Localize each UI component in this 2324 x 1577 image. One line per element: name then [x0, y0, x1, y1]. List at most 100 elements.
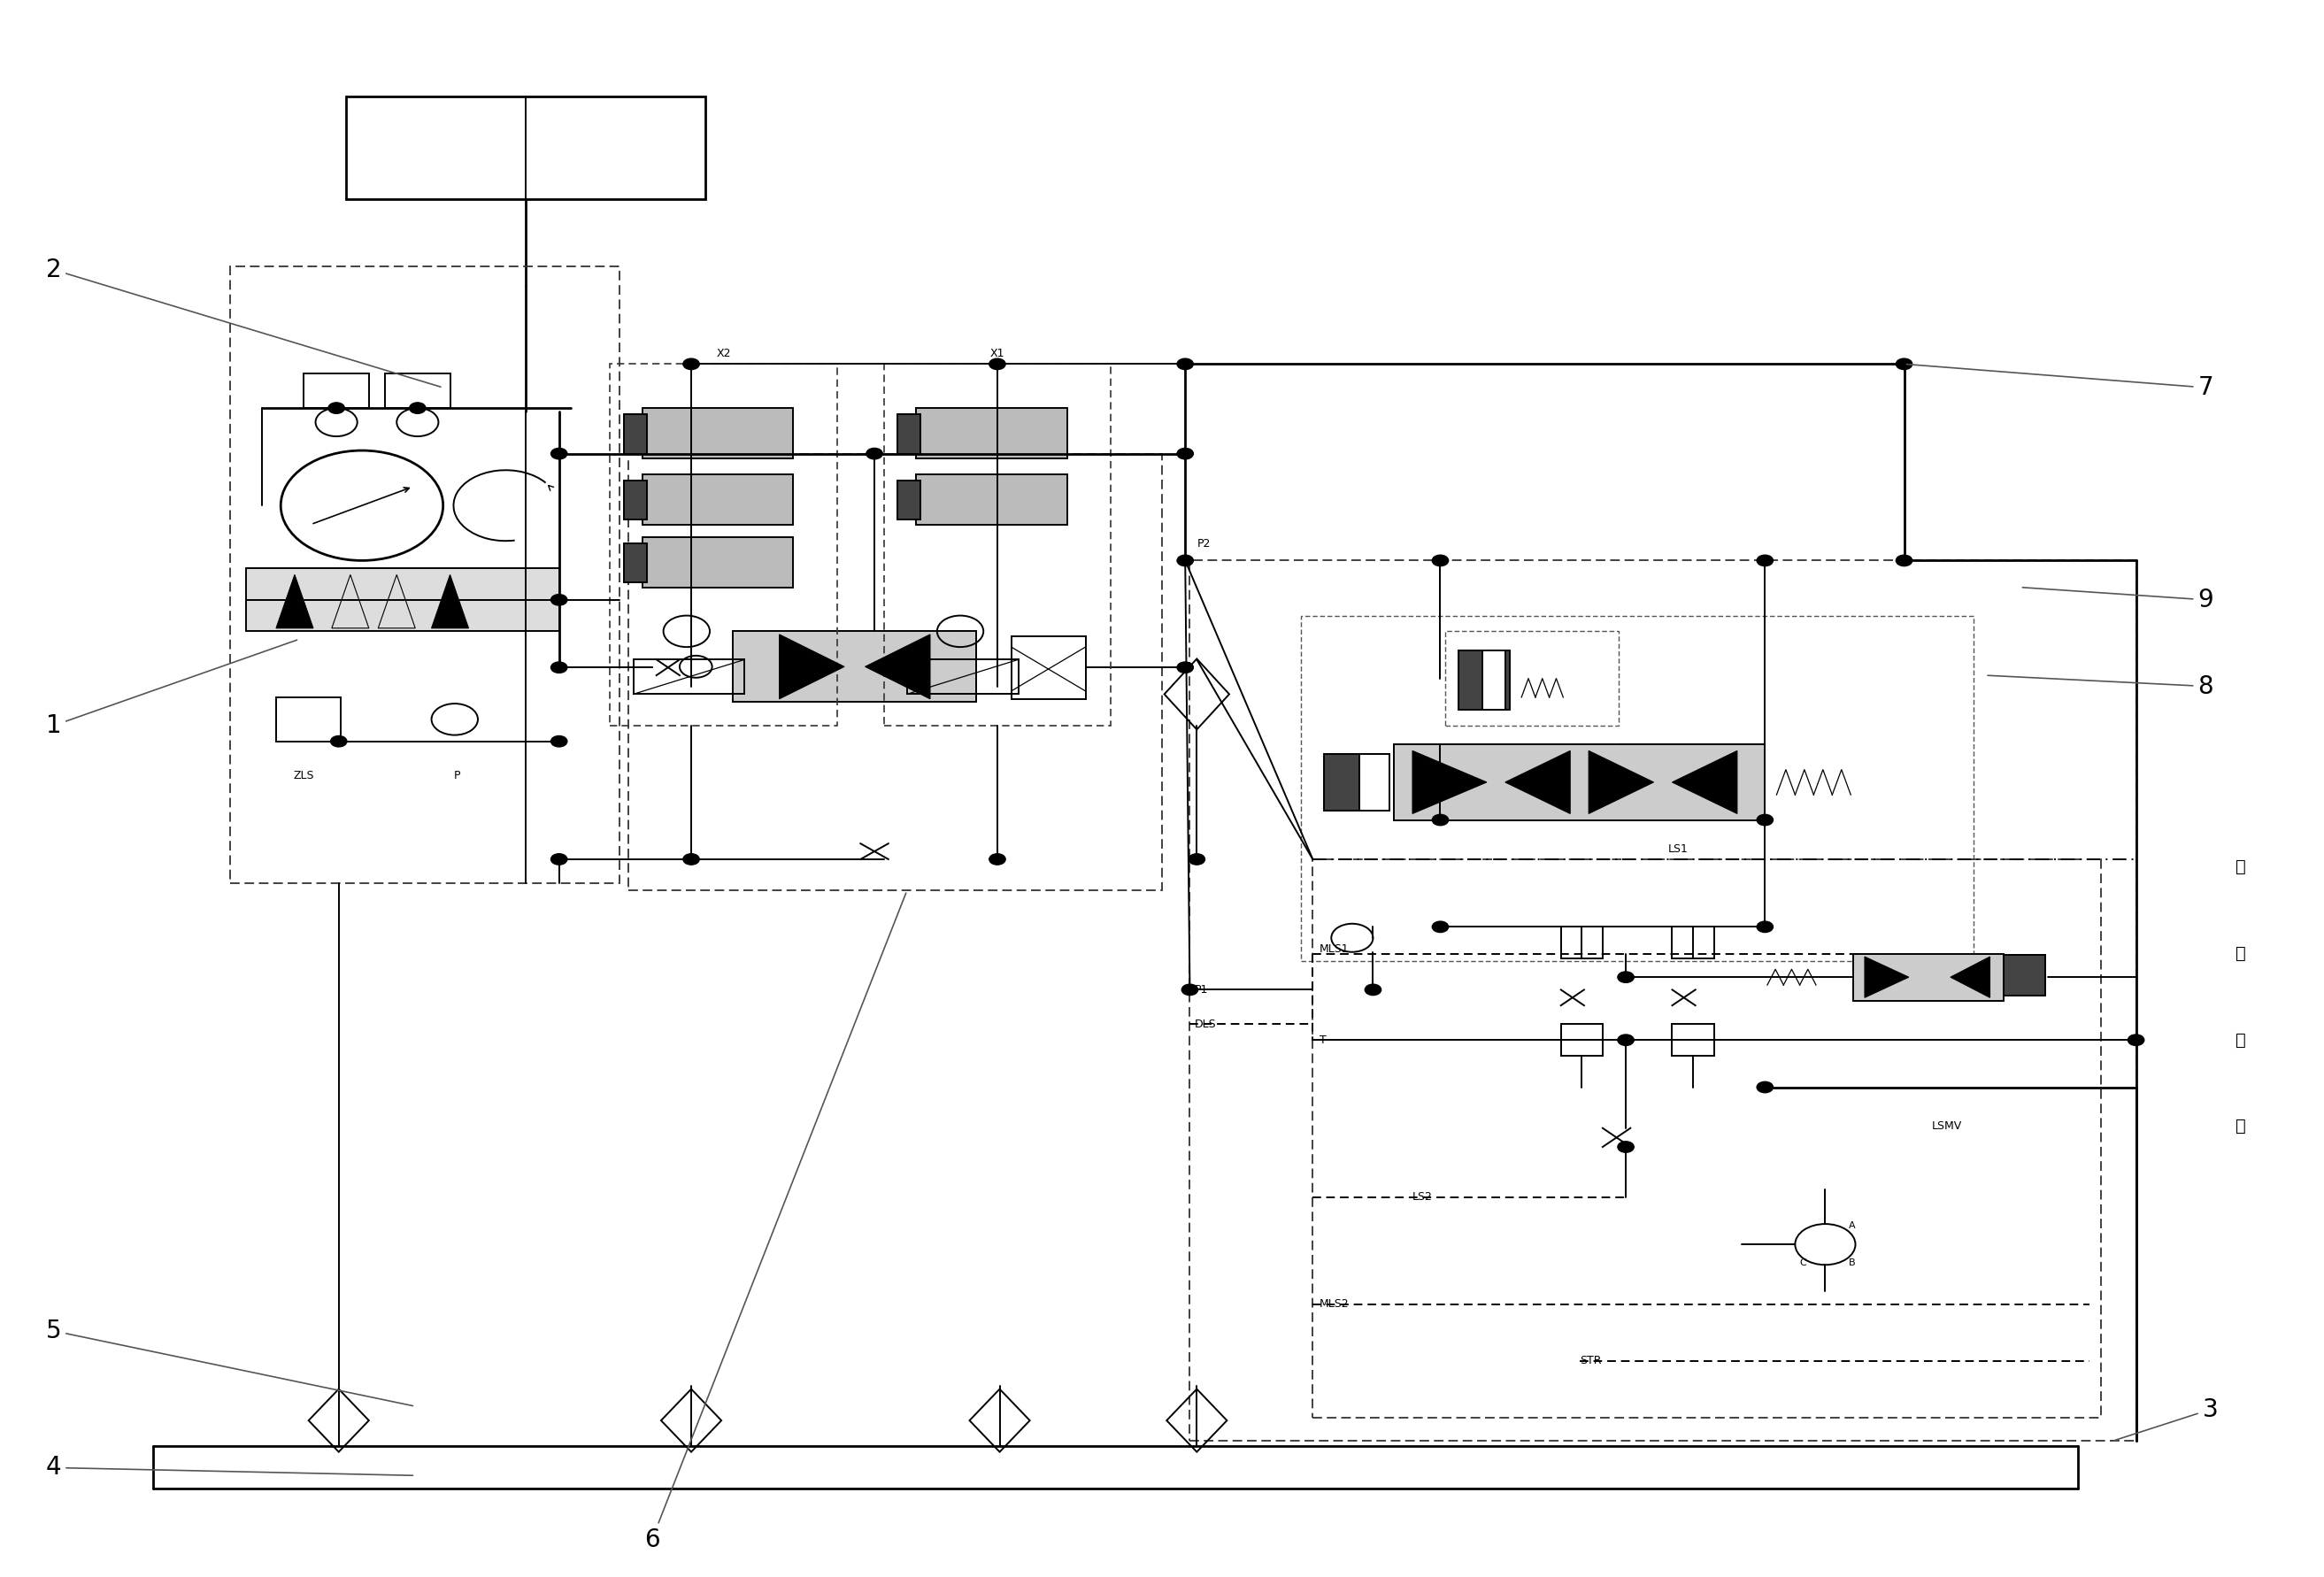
Text: LSMV: LSMV	[1931, 1121, 1961, 1132]
Circle shape	[1618, 1142, 1634, 1153]
Text: P2: P2	[1197, 538, 1211, 549]
Bar	[632, 659, 744, 694]
Polygon shape	[865, 634, 930, 699]
Circle shape	[1176, 448, 1192, 459]
Bar	[623, 481, 646, 520]
Circle shape	[328, 402, 344, 413]
Circle shape	[1364, 984, 1380, 995]
Polygon shape	[779, 634, 844, 699]
Circle shape	[1188, 853, 1204, 864]
Circle shape	[1757, 921, 1773, 932]
Text: MLS2: MLS2	[1320, 1298, 1350, 1310]
Bar	[906, 659, 1018, 694]
Bar	[246, 568, 560, 631]
Circle shape	[683, 853, 700, 864]
Bar	[916, 475, 1067, 525]
Text: X2: X2	[716, 349, 732, 360]
Circle shape	[551, 736, 567, 747]
Bar	[1360, 754, 1390, 811]
Text: STR: STR	[1580, 1355, 1601, 1367]
Circle shape	[1757, 1082, 1773, 1093]
Bar	[916, 408, 1067, 459]
Text: DLS: DLS	[1195, 1019, 1215, 1030]
Text: 7: 7	[1906, 364, 2212, 401]
Bar	[897, 415, 920, 454]
Text: A: A	[1848, 1221, 1855, 1230]
Bar	[611, 364, 837, 725]
Bar	[1673, 927, 1713, 959]
Circle shape	[1757, 814, 1773, 825]
Circle shape	[1176, 662, 1192, 673]
Bar	[641, 475, 792, 525]
Circle shape	[867, 448, 883, 459]
Bar	[1190, 560, 2136, 1441]
Bar	[1483, 650, 1506, 710]
Text: 9: 9	[2022, 588, 2212, 612]
Text: X1: X1	[990, 349, 1004, 360]
Bar	[641, 536, 792, 587]
Bar	[230, 267, 618, 883]
Polygon shape	[1864, 957, 1908, 998]
Polygon shape	[1590, 751, 1655, 814]
Circle shape	[1618, 1035, 1634, 1046]
Bar	[304, 374, 370, 408]
Polygon shape	[1413, 751, 1487, 814]
Bar	[386, 374, 451, 408]
Text: MLS1: MLS1	[1320, 943, 1350, 954]
Polygon shape	[1673, 751, 1736, 814]
Bar	[2003, 956, 2045, 997]
Text: 外: 外	[2236, 1118, 2245, 1135]
Circle shape	[1176, 358, 1192, 369]
Text: B: B	[1848, 1258, 1855, 1268]
Text: 3: 3	[2115, 1397, 2217, 1440]
Bar	[1325, 754, 1390, 811]
Bar	[1852, 954, 2003, 1001]
Bar	[346, 96, 704, 199]
Bar	[1313, 859, 2101, 1418]
Bar	[1459, 650, 1511, 710]
Circle shape	[1181, 984, 1197, 995]
Text: T: T	[1320, 1035, 1327, 1046]
Text: 4: 4	[46, 1456, 414, 1481]
Circle shape	[683, 358, 700, 369]
Bar	[732, 631, 976, 702]
Polygon shape	[1950, 957, 1989, 998]
Text: 2: 2	[46, 257, 442, 386]
Circle shape	[990, 853, 1006, 864]
Bar	[641, 408, 792, 459]
Text: 1: 1	[46, 640, 297, 738]
Bar	[1562, 927, 1604, 959]
Circle shape	[1896, 555, 1913, 566]
Text: C: C	[1799, 1258, 1806, 1268]
Text: P1: P1	[1195, 984, 1208, 995]
Circle shape	[551, 662, 567, 673]
Circle shape	[1757, 555, 1773, 566]
Bar	[277, 697, 342, 741]
Bar	[623, 415, 646, 454]
Text: P: P	[453, 770, 460, 781]
Bar	[1562, 1025, 1604, 1055]
Bar	[883, 364, 1111, 725]
Text: 载: 载	[2236, 859, 2245, 875]
Bar	[1011, 636, 1085, 699]
Circle shape	[551, 448, 567, 459]
Text: 部: 部	[2236, 1031, 2245, 1049]
Circle shape	[1432, 555, 1448, 566]
Bar	[1301, 615, 1973, 962]
Circle shape	[1618, 971, 1634, 982]
Bar	[1446, 631, 1620, 725]
Text: 8: 8	[1987, 673, 2212, 699]
Circle shape	[2129, 1035, 2145, 1046]
Text: LS2: LS2	[1413, 1192, 1432, 1203]
Circle shape	[990, 358, 1006, 369]
Polygon shape	[277, 574, 314, 628]
Bar	[897, 481, 920, 520]
Text: ZLS: ZLS	[293, 770, 314, 781]
Circle shape	[1896, 358, 1913, 369]
Bar	[1673, 1025, 1713, 1055]
Text: 5: 5	[46, 1318, 414, 1405]
Circle shape	[1432, 814, 1448, 825]
Circle shape	[330, 736, 346, 747]
Circle shape	[1176, 555, 1192, 566]
Text: LS1: LS1	[1669, 844, 1687, 855]
